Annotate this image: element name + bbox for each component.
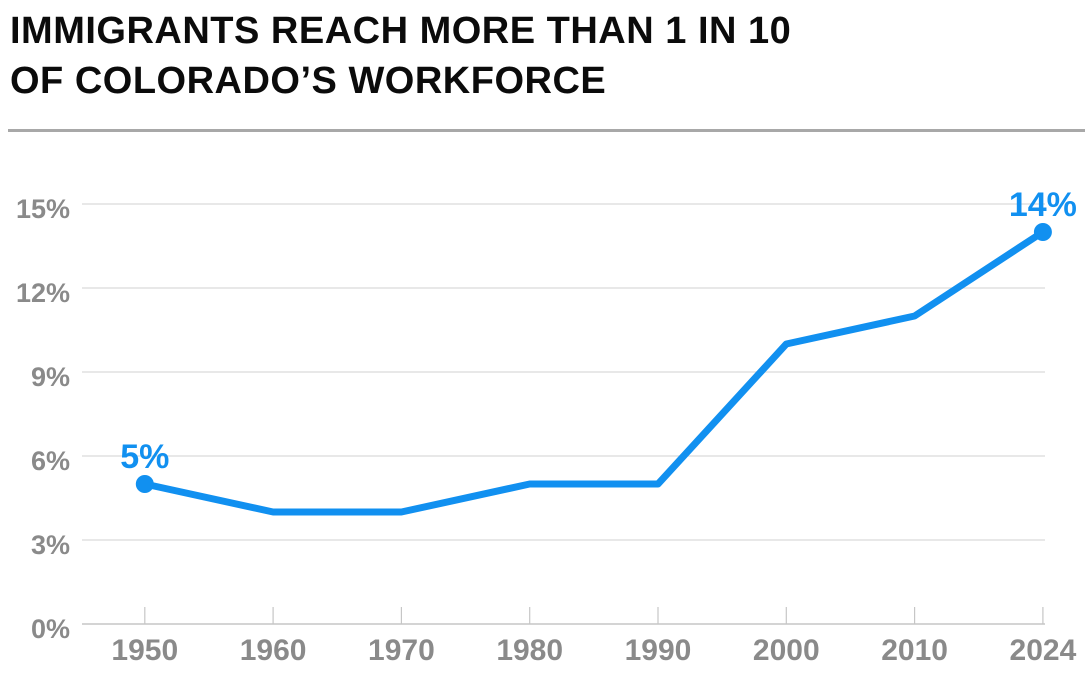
y-tick-label: 15% <box>16 194 70 224</box>
x-tick-label: 2000 <box>753 634 820 667</box>
title-divider <box>8 129 1085 132</box>
x-tick-label: 2010 <box>881 634 948 667</box>
x-tick-label: 1990 <box>625 634 692 667</box>
x-tick-label: 1950 <box>111 634 178 667</box>
value-annotation: 14% <box>1009 186 1077 224</box>
y-tick-label: 9% <box>31 362 70 392</box>
y-tick-label: 3% <box>31 530 70 560</box>
chart-title: IMMIGRANTS REACH MORE THAN 1 IN 10 OF COL… <box>10 6 791 106</box>
y-tick-label: 12% <box>16 278 70 308</box>
chart-title-line-1: IMMIGRANTS REACH MORE THAN 1 IN 10 <box>10 10 792 52</box>
data-point-marker <box>135 475 154 493</box>
value-annotation: 5% <box>120 438 169 476</box>
chart-title-line-2: OF COLORADO’S WORKFORCE <box>10 60 607 102</box>
data-point-marker <box>1033 223 1052 241</box>
x-tick-label: 1980 <box>496 634 563 667</box>
data-line <box>141 228 1047 516</box>
y-tick-label: 6% <box>31 446 70 476</box>
x-tick-label: 1960 <box>240 634 307 667</box>
y-tick-label: 0% <box>31 614 70 644</box>
x-tick-label: 1970 <box>368 634 435 667</box>
x-tick-label: 2024 <box>1010 634 1077 667</box>
